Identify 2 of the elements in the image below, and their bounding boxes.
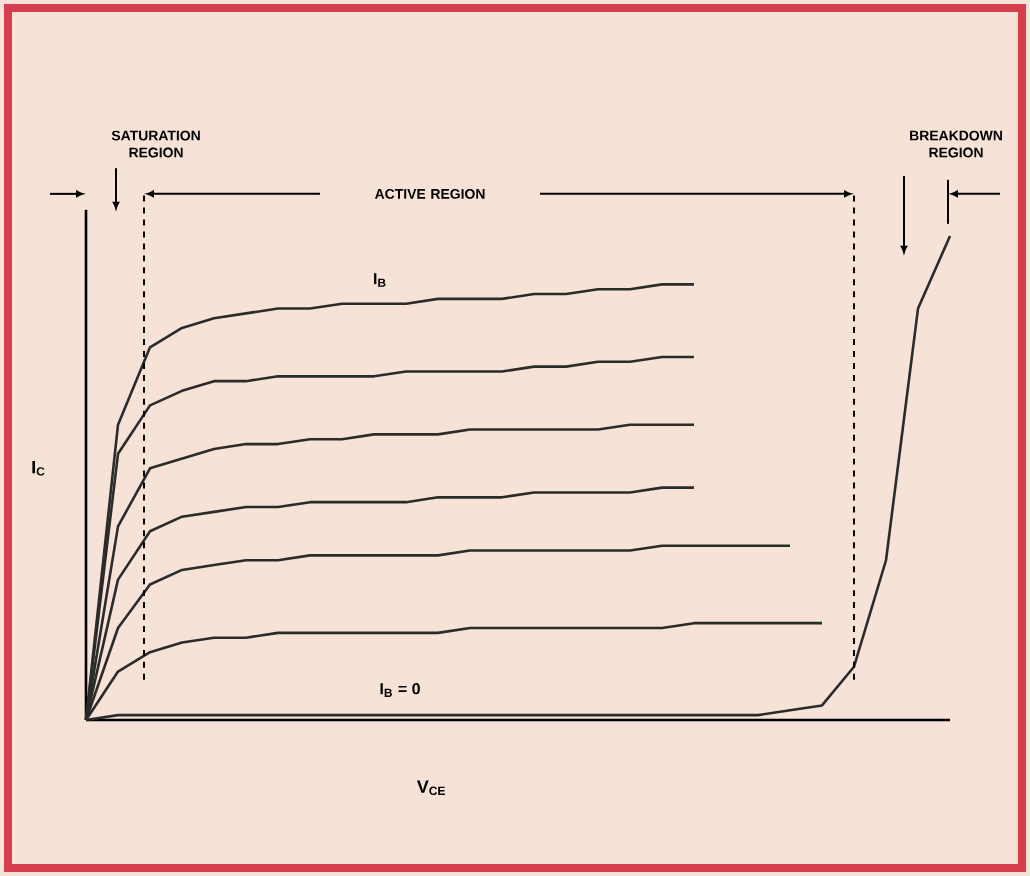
y-axis-title: I$_{C}$ <box>32 460 45 476</box>
x-axis-title: V$_{CE}$ <box>416 780 445 796</box>
